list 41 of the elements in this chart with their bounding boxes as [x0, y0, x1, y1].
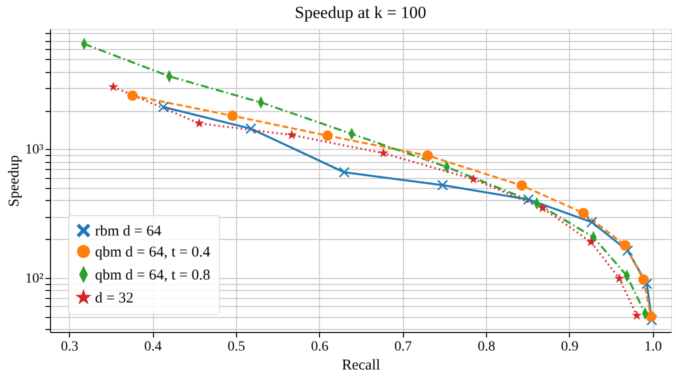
x-tick-label: 0.7 [394, 340, 412, 354]
x-tick-label: 0.9 [561, 340, 579, 354]
point [227, 110, 238, 122]
point [127, 90, 138, 101]
point [620, 240, 630, 251]
point [246, 123, 256, 134]
point [437, 180, 448, 190]
legend-label: qbm d = 64, t = 0.4 [95, 244, 211, 260]
point [646, 311, 656, 322]
legend-label: d = 32 [95, 290, 134, 306]
x-tick-label: 0.4 [144, 340, 162, 354]
legend-label: rbm d = 64 [95, 224, 162, 240]
point [378, 148, 388, 158]
point [339, 167, 350, 178]
legend-label: qbm d = 64, t = 0.8 [95, 268, 210, 284]
chart-title: Speedup at k = 100 [294, 3, 426, 22]
x-tick-label: 0.6 [310, 340, 328, 354]
point [108, 82, 118, 92]
y-tick-label: 10³ [25, 142, 44, 158]
point [194, 118, 204, 128]
point [422, 150, 433, 161]
point [286, 130, 297, 140]
point [632, 310, 642, 320]
point [614, 273, 624, 283]
point [516, 180, 528, 191]
point [158, 102, 169, 112]
point [586, 236, 596, 246]
point [523, 194, 534, 205]
x-tick-label: 0.3 [60, 340, 78, 354]
y-tick-label: 10² [25, 271, 44, 286]
point [586, 216, 598, 228]
y-axis-title: Speedup [6, 155, 22, 207]
point [638, 274, 649, 285]
x-tick-label: 0.5 [228, 340, 246, 354]
x-tick-label: 1.0 [644, 340, 662, 354]
point [322, 130, 333, 141]
point [578, 208, 589, 218]
point [538, 202, 548, 212]
x-axis-title: Recall [342, 358, 380, 374]
point [468, 174, 478, 184]
x-tick-label: 0.8 [478, 340, 496, 354]
